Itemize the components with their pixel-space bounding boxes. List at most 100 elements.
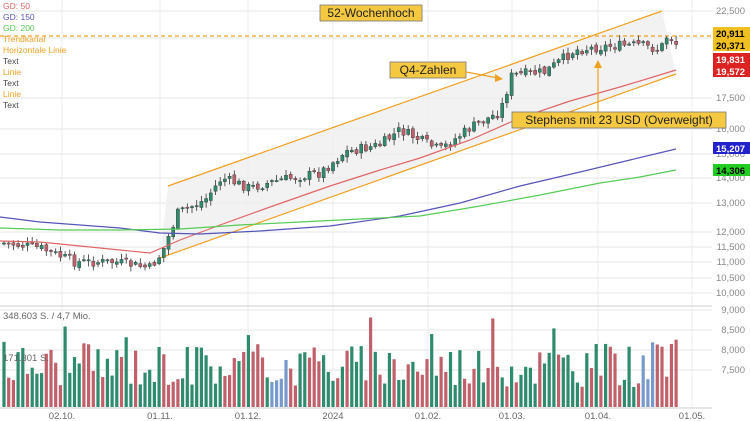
volume-bar [87, 344, 91, 407]
volume-bar [171, 381, 175, 407]
volume-bar [359, 346, 363, 407]
volume-bar [11, 380, 15, 407]
volume-bar [289, 368, 293, 407]
volume-bar [298, 353, 302, 407]
candle [11, 242, 16, 246]
volume-bar [21, 347, 25, 407]
candle [523, 68, 528, 76]
candle [44, 244, 49, 252]
price-label-text: 20,371 [716, 41, 746, 52]
candle [223, 178, 227, 182]
candle [274, 180, 279, 182]
candle [467, 128, 472, 132]
volume-bar [420, 374, 424, 407]
volume-bar [152, 381, 156, 407]
candle [53, 251, 58, 254]
volume-bar [397, 379, 401, 407]
candle [326, 167, 331, 171]
volume-bar [364, 380, 368, 407]
volume-bar [354, 361, 359, 407]
x-tick-label: 01.03. [499, 411, 525, 421]
legend-item: Horizontale Linie [3, 45, 67, 55]
candle [335, 161, 340, 164]
candle [453, 138, 458, 146]
candle [124, 257, 128, 260]
volume-bar [317, 361, 321, 407]
candle [317, 172, 321, 178]
candle [194, 205, 199, 208]
volume-bar [256, 344, 260, 407]
volume-bar [185, 346, 189, 407]
candle [133, 262, 138, 265]
volume-bar [599, 375, 603, 407]
candle [284, 175, 288, 180]
candle [406, 129, 411, 135]
candle [570, 53, 575, 58]
candle [246, 184, 251, 192]
volume-bar [176, 379, 180, 407]
volume-bar [566, 354, 570, 407]
candle [265, 183, 270, 188]
volume-bar [40, 373, 44, 407]
ma-50-line [0, 69, 677, 254]
volume-bar [378, 374, 382, 407]
candle [72, 254, 77, 267]
candle [439, 143, 443, 146]
candles [2, 35, 678, 272]
volume-bar [585, 353, 589, 407]
volume-bar [199, 347, 203, 407]
volume-bar [613, 353, 617, 407]
candle [580, 51, 584, 55]
volume-bar [618, 385, 622, 407]
volume-bar [448, 352, 453, 407]
candle [566, 52, 570, 60]
candle [119, 259, 124, 264]
volume-bar [561, 357, 565, 407]
volume-bar [162, 354, 166, 407]
candle [307, 170, 312, 180]
volume-bar [124, 337, 128, 407]
candle [67, 253, 72, 256]
candle [256, 183, 260, 190]
volume-bar [138, 384, 142, 407]
moving-averages [0, 69, 677, 254]
trend-channel-lower [159, 73, 677, 259]
volume-bar [387, 353, 391, 407]
volume-bar [110, 375, 114, 407]
volume-bar [228, 375, 232, 407]
volume-bar [312, 347, 316, 407]
volume-bar [500, 377, 504, 407]
candle [411, 128, 415, 138]
price-tick-label: 12,000 [716, 227, 745, 238]
volume-bar [660, 346, 664, 407]
legend-item: Linie [3, 89, 21, 99]
legend-item: Linie [3, 67, 21, 77]
volume-bar [495, 366, 500, 407]
trend-channel-upper [167, 10, 663, 187]
candle [49, 250, 53, 252]
candle [641, 41, 645, 43]
volume-bar [580, 386, 584, 407]
volume-bar [519, 374, 523, 407]
candle [664, 37, 669, 45]
volume-bar [58, 385, 62, 407]
candle [378, 143, 382, 147]
candle [505, 94, 509, 104]
price-tick-label: 17,500 [716, 93, 745, 104]
legend-item: GD: 50 [3, 1, 30, 11]
volume-bar [284, 360, 288, 407]
price-label-box [713, 27, 750, 39]
volume-bar [157, 346, 161, 407]
volume-bar [552, 328, 556, 407]
volume-bar [571, 371, 575, 407]
volume-bar [7, 377, 11, 407]
candle [105, 259, 110, 262]
candle [397, 127, 401, 132]
volume-bar [444, 371, 448, 407]
price-label-box [713, 39, 750, 51]
volume-bar [232, 358, 236, 407]
volume-bar [458, 350, 462, 407]
volume-bar [401, 379, 406, 407]
candle [589, 46, 594, 50]
